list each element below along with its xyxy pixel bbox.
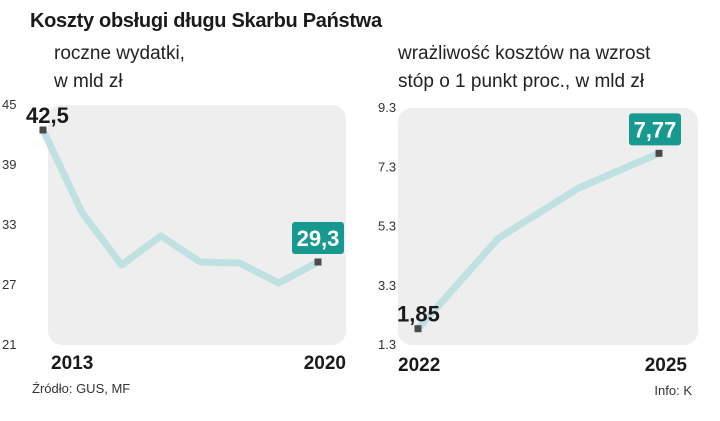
left-subtitle-line-2: w mld zł [54, 71, 123, 92]
source-note: Źródło: GUS, MF [32, 381, 131, 396]
right-y-tick-label: 1.3 [378, 337, 396, 352]
right-value-label: 7,77 [634, 117, 677, 142]
left-x-tick-label: 2020 [304, 353, 346, 374]
left-y-tick-label: 27 [2, 277, 16, 292]
right-point-marker [414, 325, 422, 333]
left-y-tick-label: 39 [2, 157, 16, 172]
right-value-label: 1,85 [397, 302, 440, 327]
right-y-tick-label: 9.3 [378, 100, 396, 115]
left-series-line [39, 126, 322, 287]
left-subtitle-line-1: roczne wydatki, [54, 43, 185, 64]
right-series-line [414, 149, 663, 333]
left-chart-subtitle: roczne wydatki, w mld zł [54, 40, 185, 96]
left-y-tick-label: 21 [2, 337, 16, 352]
right-value-label-box [629, 113, 681, 146]
left-value-label: 42,5 [26, 103, 69, 128]
right-y-tick-label: 3.3 [378, 278, 396, 293]
left-value-label: 29,3 [297, 226, 340, 251]
right-chart-subtitle: wrażliwość kosztów na wzrost stóp o 1 pu… [398, 40, 650, 96]
info-note: Info: K [654, 383, 692, 398]
left-plot-panel [48, 105, 346, 345]
left-value-label-box [292, 222, 344, 254]
left-point-marker [39, 126, 47, 134]
right-subtitle-line-2: stóp o 1 punkt proc., w mld zł [398, 71, 645, 92]
page-title: Koszty obsługi długu Skarbu Państwa [30, 10, 382, 32]
left-x-tick-label: 2013 [51, 353, 93, 374]
right-point-marker [655, 149, 663, 157]
right-line-chart: 9.3 7.3 5.3 3.3 1.31,85 7,77 2022 2025 [378, 100, 698, 376]
right-y-tick-label: 5.3 [378, 219, 396, 234]
right-x-tick-label: 2025 [645, 355, 688, 376]
right-subtitle-line-1: wrażliwość kosztów na wzrost [398, 43, 651, 64]
left-line-chart: 45 39 33 27 21 42,5 29,3 2013 2020 [2, 97, 346, 374]
right-x-tick-label: 2022 [398, 355, 440, 376]
left-point-marker [314, 258, 322, 266]
right-y-tick-label: 7.3 [378, 159, 396, 174]
left-y-tick-label: 33 [2, 217, 16, 232]
left-y-tick-label: 45 [2, 97, 16, 112]
